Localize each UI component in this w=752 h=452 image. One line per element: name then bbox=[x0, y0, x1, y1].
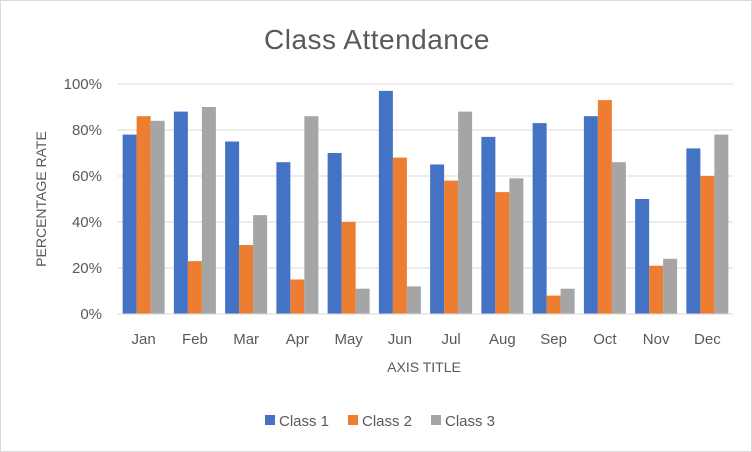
y-tick-label: 80% bbox=[72, 122, 102, 139]
bar-class-1 bbox=[635, 199, 650, 314]
bar-class-3 bbox=[611, 162, 626, 314]
bar-class-2 bbox=[649, 265, 664, 314]
bar-class-1 bbox=[327, 153, 342, 314]
bar-class-1 bbox=[122, 134, 137, 314]
y-tick-label: 0% bbox=[80, 306, 102, 323]
bar-class-2 bbox=[187, 261, 202, 314]
bars bbox=[122, 90, 729, 315]
bar-class-3 bbox=[406, 286, 421, 314]
x-tick-label: Mar bbox=[233, 331, 259, 348]
x-tick-label: Apr bbox=[286, 331, 309, 348]
bar-class-1 bbox=[276, 162, 291, 314]
y-axis-title: PERCENTAGE RATE bbox=[33, 131, 49, 267]
legend-swatch bbox=[348, 415, 358, 425]
x-tick-label: Jun bbox=[388, 331, 412, 348]
bar-class-2 bbox=[341, 222, 356, 314]
x-axis-title: AXIS TITLE bbox=[387, 359, 461, 375]
y-tick-label: 60% bbox=[72, 168, 102, 185]
bar-class-1 bbox=[225, 141, 240, 314]
bar-class-1 bbox=[378, 90, 393, 315]
gridlines bbox=[118, 83, 733, 269]
bar-class-3 bbox=[663, 258, 678, 314]
bar-class-2 bbox=[392, 157, 407, 314]
x-tick-labels: Jan Feb Mar Apr May Jun Jul Aug Sep Oct Nov Dec bbox=[132, 331, 722, 348]
x-tick-label: Nov bbox=[643, 331, 670, 348]
y-tick-label: 100% bbox=[64, 76, 102, 93]
bar-class-1 bbox=[481, 136, 496, 314]
bar-class-3 bbox=[458, 111, 473, 314]
bar-class-2 bbox=[290, 279, 305, 314]
bar-class-2 bbox=[546, 295, 561, 314]
bar-class-1 bbox=[583, 116, 598, 314]
bar-class-1 bbox=[430, 164, 445, 314]
y-tick-label: 40% bbox=[72, 214, 102, 231]
x-tick-label: Sep bbox=[540, 331, 567, 348]
bar-class-2 bbox=[136, 116, 151, 314]
legend-label: Class 1 bbox=[279, 413, 329, 430]
x-tick-label: May bbox=[334, 331, 363, 348]
bar-class-1 bbox=[532, 123, 547, 314]
x-tick-label: Jan bbox=[132, 331, 156, 348]
bar-class-3 bbox=[150, 120, 165, 314]
bar-class-1 bbox=[686, 148, 701, 314]
bar-class-1 bbox=[173, 111, 188, 314]
bar-class-3 bbox=[253, 215, 268, 314]
bar-class-2 bbox=[700, 176, 715, 314]
y-tick-labels: 0% 20% 40% 60% 80% 100% bbox=[64, 76, 102, 323]
bar-class-3 bbox=[714, 134, 729, 314]
chart-title: Class Attendance bbox=[264, 24, 490, 55]
bar-class-3 bbox=[560, 288, 575, 314]
bar-class-2 bbox=[239, 245, 254, 314]
legend-swatch bbox=[265, 415, 275, 425]
bar-class-2 bbox=[495, 192, 510, 314]
x-tick-label: Feb bbox=[182, 331, 208, 348]
x-tick-label: Oct bbox=[593, 331, 617, 348]
bar-class-3 bbox=[304, 116, 319, 314]
legend: Class 1 Class 2 Class 3 bbox=[265, 413, 495, 430]
legend-swatch bbox=[431, 415, 441, 425]
bar-class-3 bbox=[201, 107, 216, 314]
x-tick-label: Jul bbox=[442, 331, 461, 348]
y-tick-label: 20% bbox=[72, 260, 102, 277]
bar-class-3 bbox=[509, 178, 524, 314]
bar-class-2 bbox=[597, 100, 612, 314]
bar-class-3 bbox=[355, 288, 370, 314]
legend-label: Class 3 bbox=[445, 413, 495, 430]
x-tick-label: Dec bbox=[694, 331, 721, 348]
legend-label: Class 2 bbox=[362, 413, 412, 430]
x-tick-label: Aug bbox=[489, 331, 516, 348]
bar-class-2 bbox=[444, 180, 459, 314]
